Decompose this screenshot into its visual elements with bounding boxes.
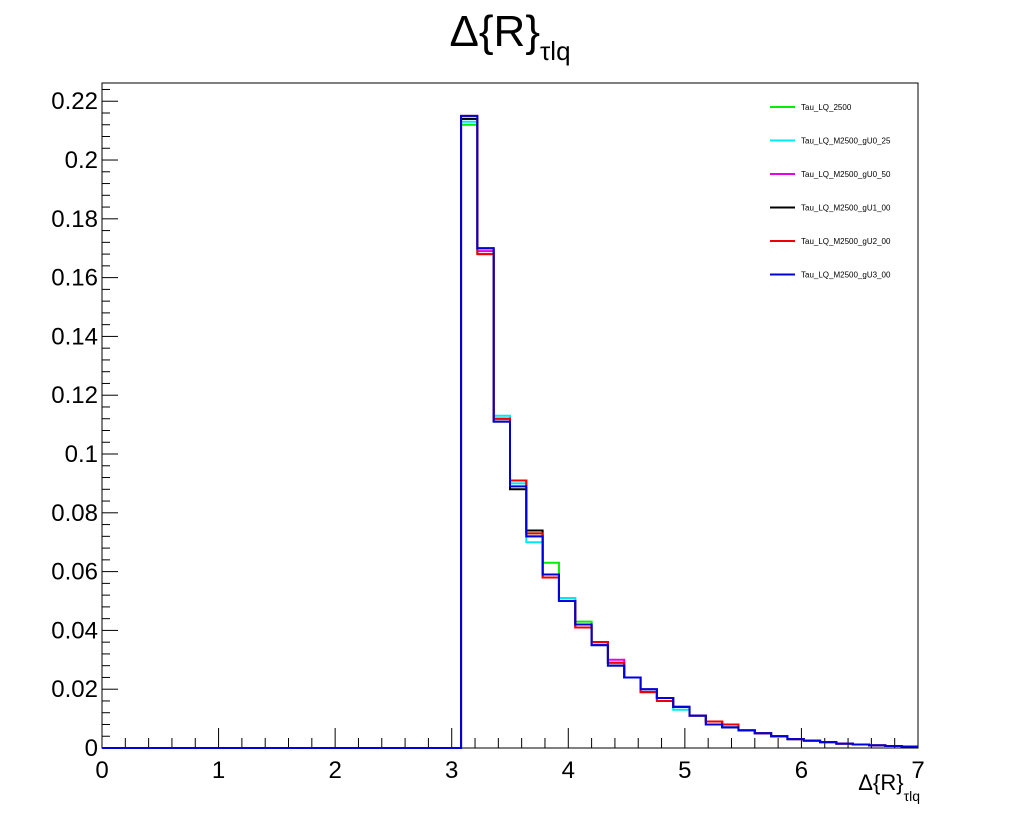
x-tick-label: 5 (678, 757, 691, 784)
legend-label: Tau_LQ_M2500_gU3_00 (801, 271, 891, 280)
y-tick-label: 0.1 (65, 441, 98, 468)
legend: Tau_LQ_2500 Tau_LQ_M2500_gU0_25 Tau_LQ_M25… (770, 103, 891, 280)
chart-title-main: Δ{R} (449, 7, 541, 56)
legend-label: Tau_LQ_M2500_gU2_00 (801, 237, 891, 246)
y-tick-label: 0.02 (51, 676, 98, 703)
chart-title-sub: τlq (540, 35, 571, 66)
x-axis-label: Δ{R}τlq (858, 770, 920, 804)
y-tick-label: 0.14 (51, 323, 98, 350)
legend-label: Tau_LQ_2500 (801, 103, 852, 112)
x-tick-label: 4 (562, 757, 575, 784)
y-tick-label: 0.08 (51, 500, 98, 527)
legend-label: Tau_LQ_M2500_gU0_50 (801, 170, 891, 179)
x-axis-label-sub: τlq (903, 788, 920, 805)
y-tick-label: 0.16 (51, 265, 98, 292)
legend-label: Tau_LQ_M2500_gU0_25 (801, 137, 891, 146)
tick-labels: 0 1 2 3 4 5 6 7 0 0.02 0.04 0.06 0.08 0.1 0.12 0.14 0.16… (51, 88, 924, 784)
x-axis-label-main: Δ{R} (858, 770, 904, 795)
y-tick-label: 0 (85, 735, 98, 762)
legend-label: Tau_LQ_M2500_gU1_00 (801, 204, 891, 213)
x-tick-label: 3 (445, 757, 458, 784)
series-line-tau-lq-m2500-gu3-00 (102, 114, 918, 749)
y-tick-label: 0.04 (51, 617, 98, 644)
chart-title: Δ{R}τlq (0, 2, 1020, 77)
y-tick-label: 0.18 (51, 206, 98, 233)
x-tick-label: 1 (212, 757, 225, 784)
x-tick-label: 7 (911, 757, 924, 784)
y-tick-label: 0.12 (51, 382, 98, 409)
y-tick-label: 0.06 (51, 559, 98, 586)
plot-frame (101, 82, 919, 749)
x-tick-label: 2 (328, 757, 341, 784)
x-tick-label: 6 (795, 757, 808, 784)
x-tick-label: 0 (95, 757, 108, 784)
y-tick-label: 0.2 (65, 147, 98, 174)
series-layer (102, 114, 918, 749)
y-tick-label: 0.22 (51, 88, 98, 115)
